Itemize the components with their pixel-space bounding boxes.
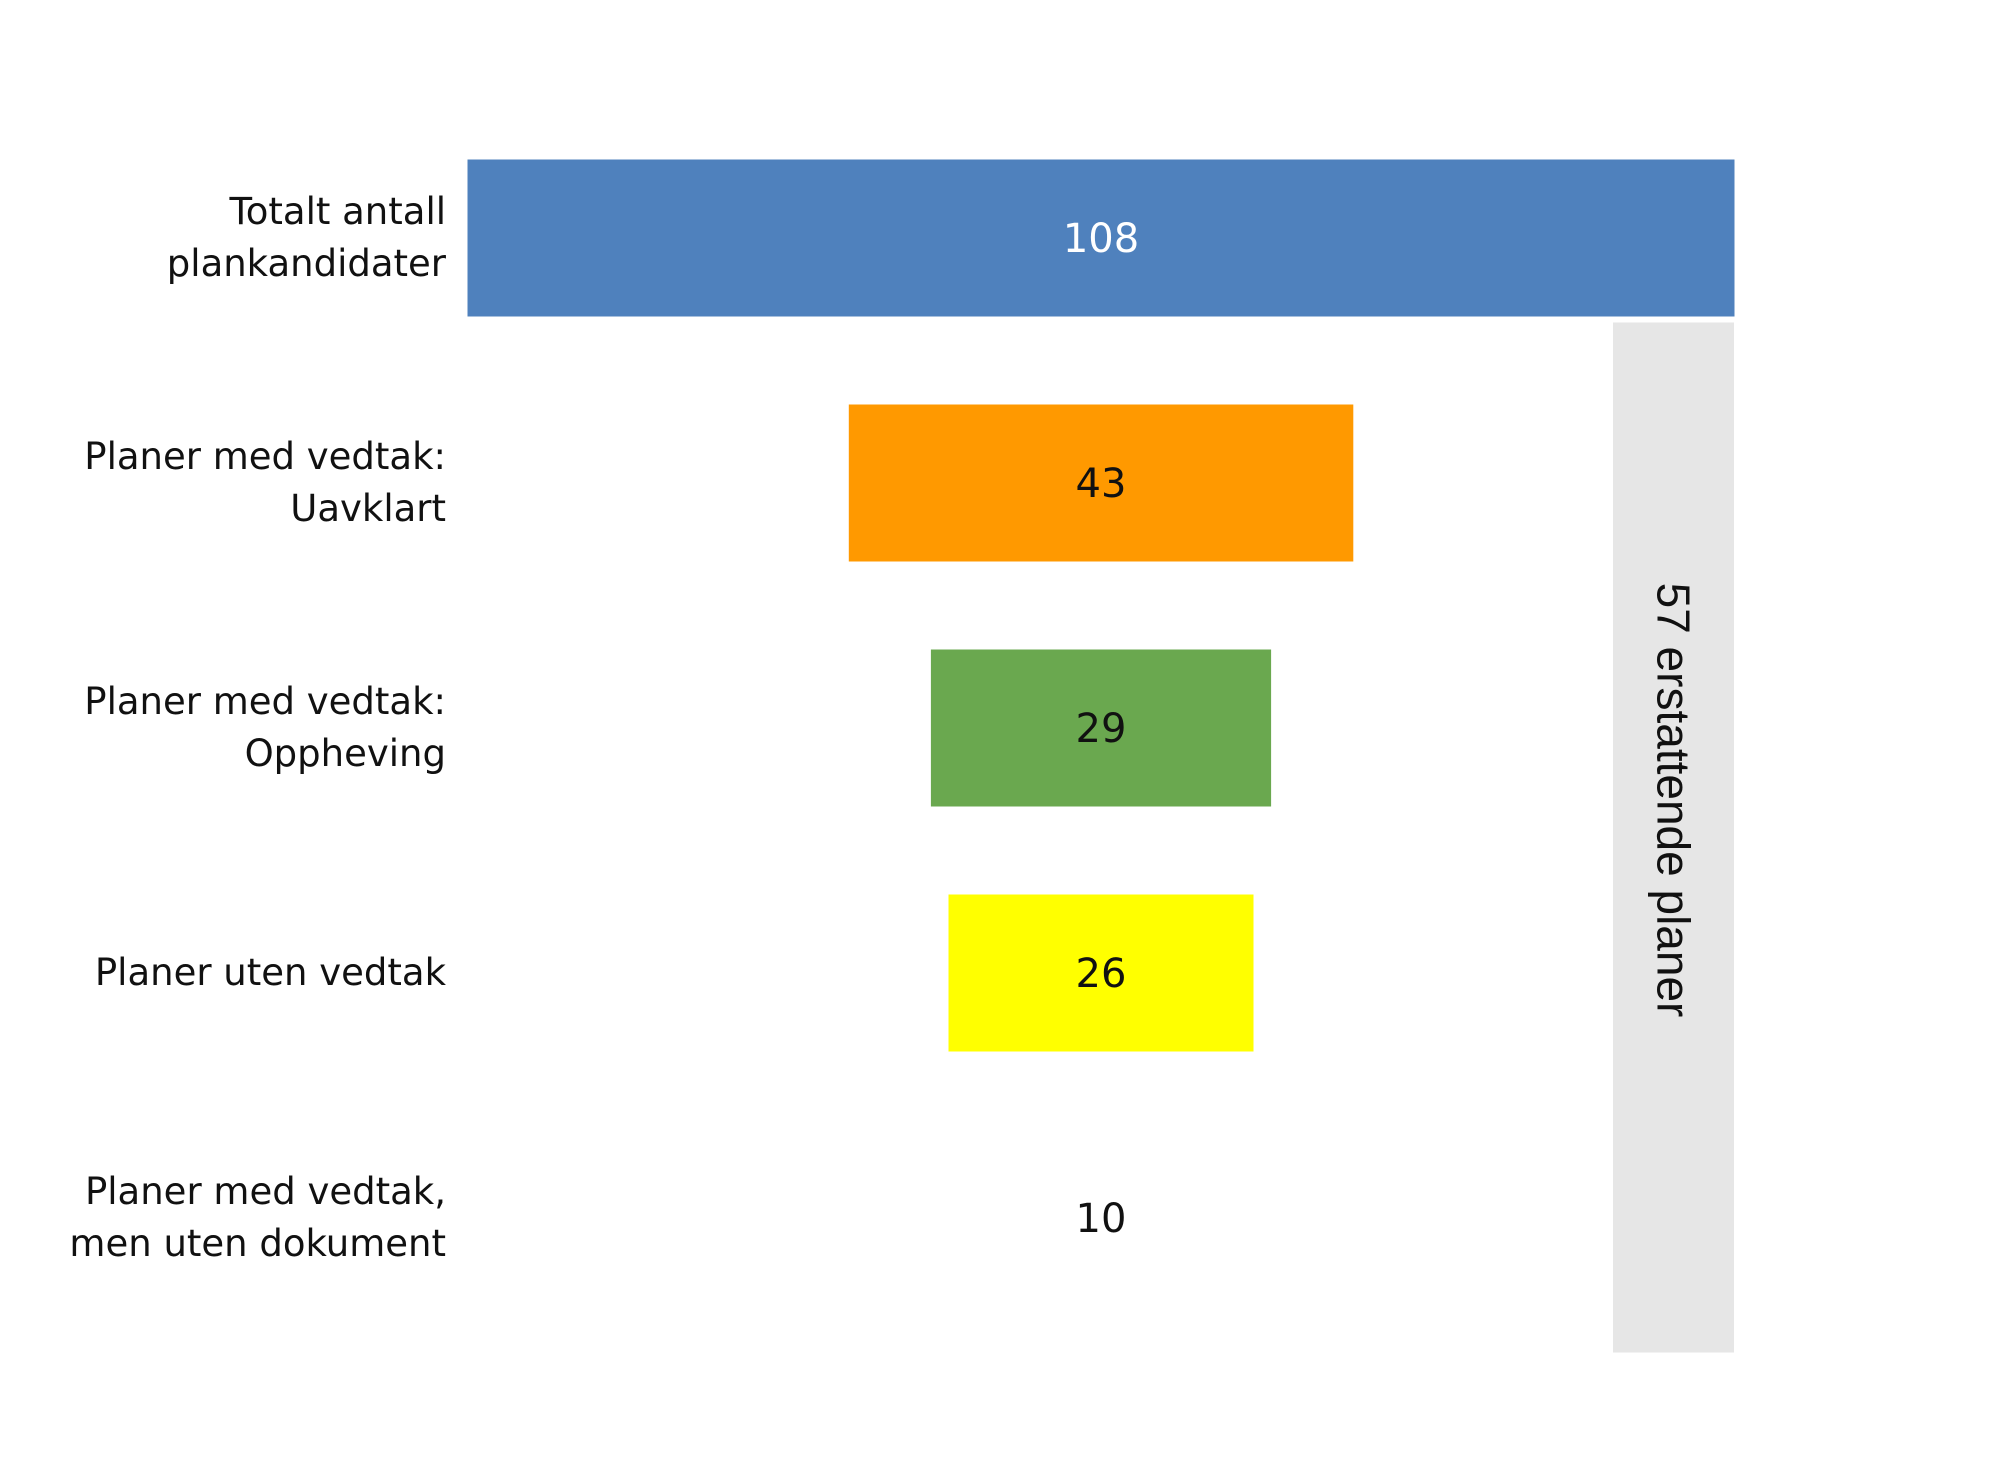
value-labels-group: 108 43 29 26 10 (1063, 216, 1139, 1242)
value-label-2: 43 (1076, 461, 1127, 507)
bar-4 (948, 894, 1254, 1052)
category-label-3-line-2: Oppheving (245, 732, 446, 775)
category-label-2-line-2: Uavklart (290, 487, 446, 530)
bar-5 (1042, 1139, 1160, 1297)
bar-1 (467, 159, 1735, 317)
category-label-1-line-2: plankandidater (167, 242, 447, 285)
bar-2 (848, 404, 1354, 562)
category-label-1-line-1: Totalt antall (228, 190, 446, 233)
bar-3 (930, 649, 1272, 807)
value-label-4: 26 (1076, 951, 1127, 997)
bracket-panel (1613, 322, 1734, 1353)
category-label-2-line-1: Planer med vedtak: (84, 435, 446, 478)
category-label-5-line-1: Planer med vedtak, (85, 1170, 446, 1213)
value-label-5: 10 (1076, 1196, 1127, 1242)
bars-group (467, 159, 1735, 1297)
category-label-3-line-1: Planer med vedtak: (84, 680, 446, 723)
category-labels-group: Totalt antall plankandidater Planer med ve… (69, 190, 446, 1265)
category-label-4-line-1: Planer uten vedtak (95, 951, 447, 994)
value-label-3: 29 (1076, 706, 1127, 752)
category-label-5-line-2: men uten dokument (69, 1222, 446, 1265)
bracket-label: 57 erstattende planer (1648, 583, 1700, 1018)
value-label-1: 108 (1063, 216, 1139, 262)
